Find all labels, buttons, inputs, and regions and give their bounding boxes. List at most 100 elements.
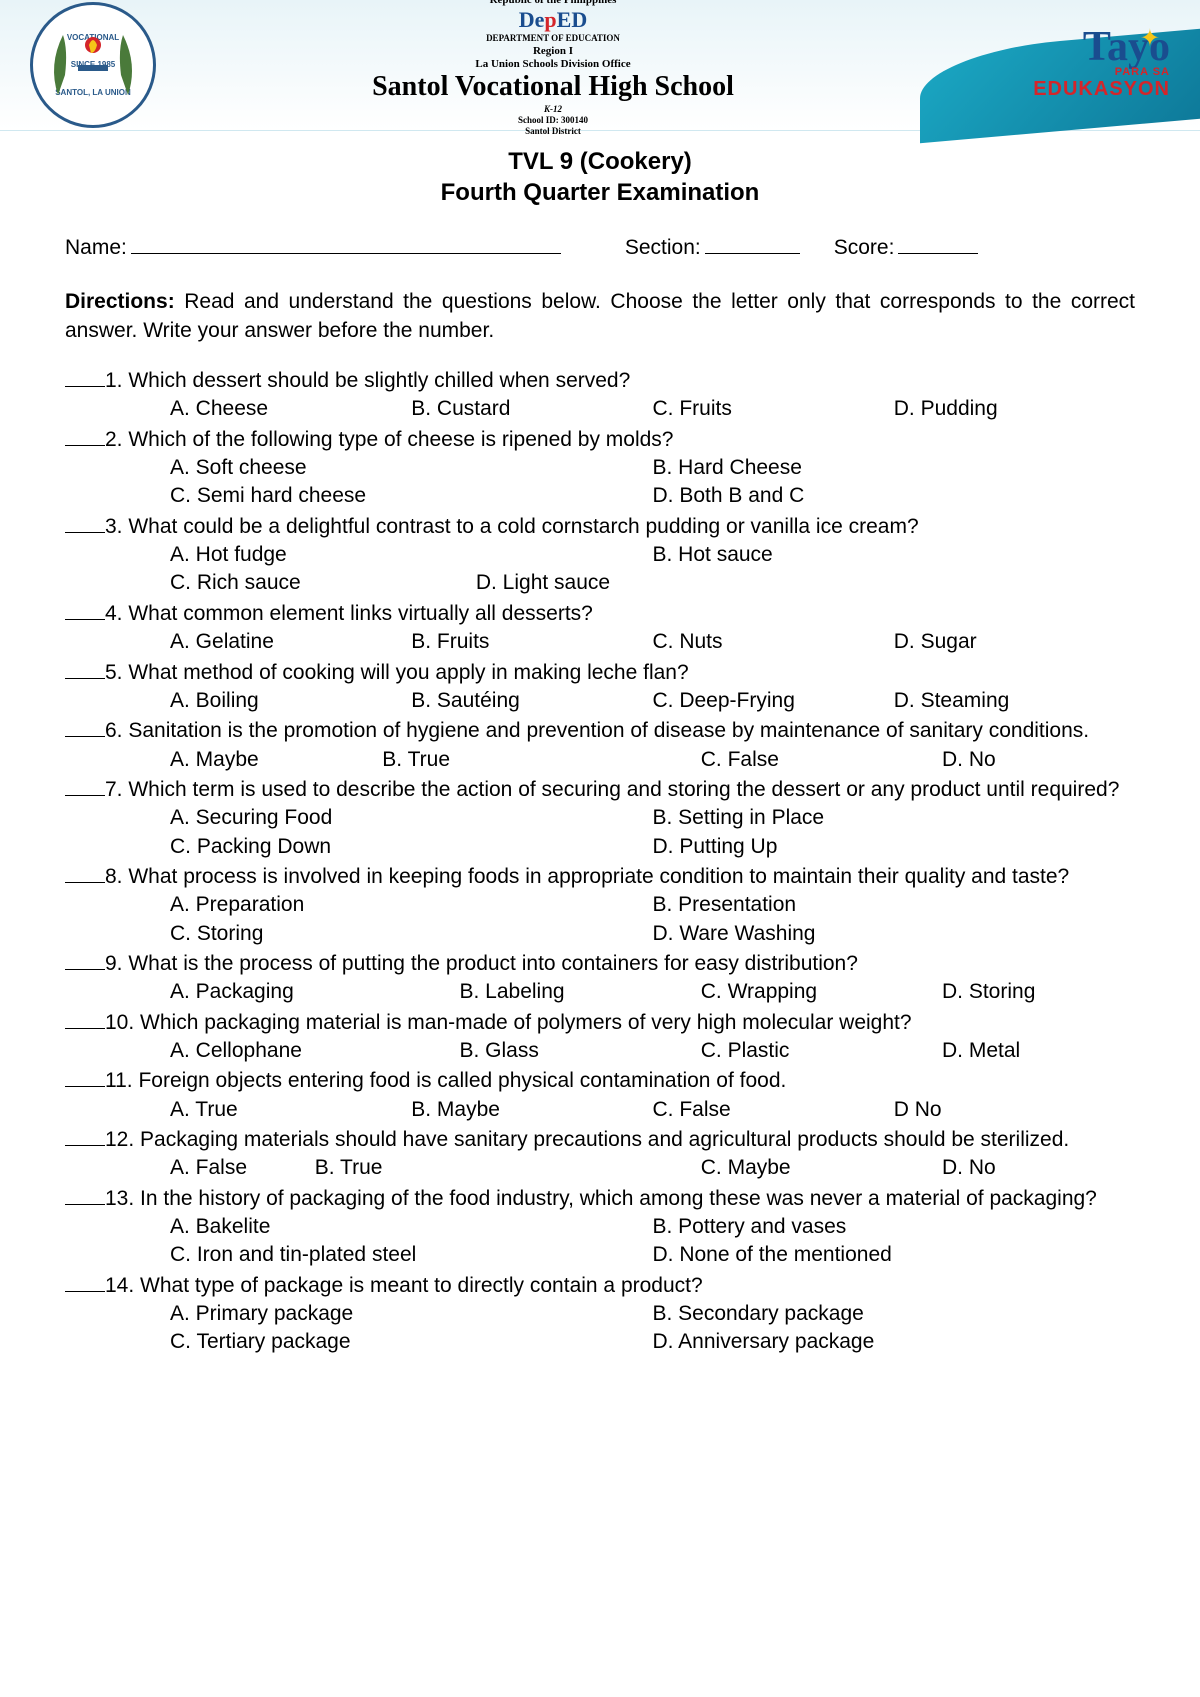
- question-10: 10. Which packaging material is man-made…: [65, 1009, 1135, 1066]
- district-text: Santol District: [156, 127, 950, 137]
- option-a: A. Preparation: [170, 891, 653, 919]
- question-9: 9. What is the process of putting the pr…: [65, 950, 1135, 1007]
- option-a: A. False: [170, 1154, 315, 1182]
- q-text: 14. What type of package is meant to dir…: [105, 1274, 703, 1297]
- answer-blank[interactable]: [65, 736, 105, 737]
- tayo-edu: EDUKASYON: [950, 78, 1170, 101]
- option-c: C. Fruits: [653, 395, 894, 423]
- option-a: A. Gelatine: [170, 628, 411, 656]
- question-8: 8. What process is involved in keeping f…: [65, 863, 1135, 948]
- answer-blank[interactable]: [65, 386, 105, 387]
- question-2: 2. Which of the following type of cheese…: [65, 426, 1135, 511]
- dept-text: DEPARTMENT OF EDUCATION: [156, 34, 950, 44]
- option-c: C. Rich sauce: [170, 569, 470, 597]
- q-text: 13. In the history of packaging of the f…: [105, 1187, 1097, 1210]
- option-a: A. Primary package: [170, 1300, 653, 1328]
- option-a: A. True: [170, 1096, 411, 1124]
- option-c: C. Maybe: [701, 1154, 942, 1182]
- option-c: C. Packing Down: [170, 833, 653, 861]
- option-d: D. Sugar: [894, 628, 1135, 656]
- q-text: 7. Which term is used to describe the ac…: [105, 778, 1119, 801]
- option-b: B. Pottery and vases: [653, 1213, 1136, 1241]
- option-c: C. Deep-Frying: [653, 687, 894, 715]
- answer-blank[interactable]: [65, 1291, 105, 1292]
- q-text: 11. Foreign objects entering food is cal…: [105, 1069, 786, 1092]
- exam-title: TVL 9 (Cookery) Fourth Quarter Examinati…: [65, 146, 1135, 208]
- question-1: 1. Which dessert should be slightly chil…: [65, 367, 1135, 424]
- school-id: School ID: 300140: [156, 116, 950, 126]
- option-c: C. Storing: [170, 920, 653, 948]
- option-a: A. Hot fudge: [170, 541, 653, 569]
- option-c: C. Nuts: [653, 628, 894, 656]
- answer-blank[interactable]: [65, 678, 105, 679]
- answer-blank[interactable]: [65, 1204, 105, 1205]
- school-logo: VOCATIONAL SINCE 1985 SANTOL, LA UNION: [30, 2, 156, 128]
- option-a: A. Boiling: [170, 687, 411, 715]
- option-b: B. Secondary package: [653, 1300, 1136, 1328]
- name-label: Name:: [65, 236, 127, 260]
- directions-label: Directions:: [65, 290, 175, 313]
- deped-logo: DepED: [156, 8, 950, 32]
- option-d: D No: [894, 1096, 1135, 1124]
- question-14: 14. What type of package is meant to dir…: [65, 1272, 1135, 1357]
- option-b: B. Sautéing: [411, 687, 652, 715]
- q-text: 5. What method of cooking will you apply…: [105, 661, 689, 684]
- info-line: Name: Section: Score:: [65, 236, 1135, 260]
- q-text: 9. What is the process of putting the pr…: [105, 952, 858, 975]
- option-b: B. Glass: [460, 1037, 701, 1065]
- option-c: C. False: [701, 746, 942, 774]
- option-d: D. Putting Up: [653, 833, 1136, 861]
- question-13: 13. In the history of packaging of the f…: [65, 1185, 1135, 1270]
- school-name: Santol Vocational High School: [156, 72, 950, 103]
- answer-blank[interactable]: [65, 1145, 105, 1146]
- answer-blank[interactable]: [65, 445, 105, 446]
- option-a: A. Cellophane: [170, 1037, 460, 1065]
- answer-blank[interactable]: [65, 882, 105, 883]
- answer-blank[interactable]: [65, 1028, 105, 1029]
- option-a: A. Maybe: [170, 746, 382, 774]
- republic-text: Republic of the Philippines: [156, 0, 950, 6]
- option-d: D. No: [942, 1154, 1135, 1182]
- option-b: B. Setting in Place: [653, 804, 1136, 832]
- option-d: D. Light sauce: [476, 571, 610, 594]
- q-text: 1. Which dessert should be slightly chil…: [105, 369, 630, 392]
- division-text: La Union Schools Division Office: [156, 58, 950, 70]
- option-a: A. Bakelite: [170, 1213, 653, 1241]
- option-c: C. Semi hard cheese: [170, 482, 653, 510]
- q-text: 2. Which of the following type of cheese…: [105, 428, 673, 451]
- title-line-1: TVL 9 (Cookery): [65, 146, 1135, 177]
- option-d: D. Both B and C: [653, 482, 1136, 510]
- tayo-main: Tayo: [950, 29, 1170, 67]
- option-d: D. Ware Washing: [653, 920, 1136, 948]
- option-c: C. Tertiary package: [170, 1328, 653, 1356]
- answer-blank[interactable]: [65, 969, 105, 970]
- answer-blank[interactable]: [65, 795, 105, 796]
- option-d: D. No: [942, 746, 1135, 774]
- option-a: A. Packaging: [170, 978, 460, 1006]
- option-a: A. Cheese: [170, 395, 411, 423]
- question-7: 7. Which term is used to describe the ac…: [65, 776, 1135, 861]
- content: TVL 9 (Cookery) Fourth Quarter Examinati…: [0, 131, 1200, 1399]
- option-d: D. Anniversary package: [653, 1328, 1136, 1356]
- name-blank[interactable]: [131, 253, 561, 254]
- score-blank[interactable]: [898, 253, 978, 254]
- option-c: C. Plastic: [701, 1037, 942, 1065]
- q-text: 8. What process is involved in keeping f…: [105, 865, 1069, 888]
- option-c: C. False: [653, 1096, 894, 1124]
- score-label: Score:: [834, 236, 895, 260]
- directions: Directions: Read and understand the ques…: [65, 288, 1135, 345]
- answer-blank[interactable]: [65, 1086, 105, 1087]
- title-line-2: Fourth Quarter Examination: [65, 177, 1135, 208]
- questions: 1. Which dessert should be slightly chil…: [65, 367, 1135, 1357]
- option-a: A. Soft cheese: [170, 454, 653, 482]
- option-b: B. Custard: [411, 395, 652, 423]
- answer-blank[interactable]: [65, 619, 105, 620]
- option-b: B. Hard Cheese: [653, 454, 1136, 482]
- section-blank[interactable]: [705, 253, 800, 254]
- option-b: B. Hot sauce: [653, 541, 1136, 569]
- option-b: B. Maybe: [411, 1096, 652, 1124]
- option-b: B. Labeling: [460, 978, 701, 1006]
- option-b: B. Presentation: [653, 891, 1136, 919]
- answer-blank[interactable]: [65, 532, 105, 533]
- option-d: D. Pudding: [894, 395, 1135, 423]
